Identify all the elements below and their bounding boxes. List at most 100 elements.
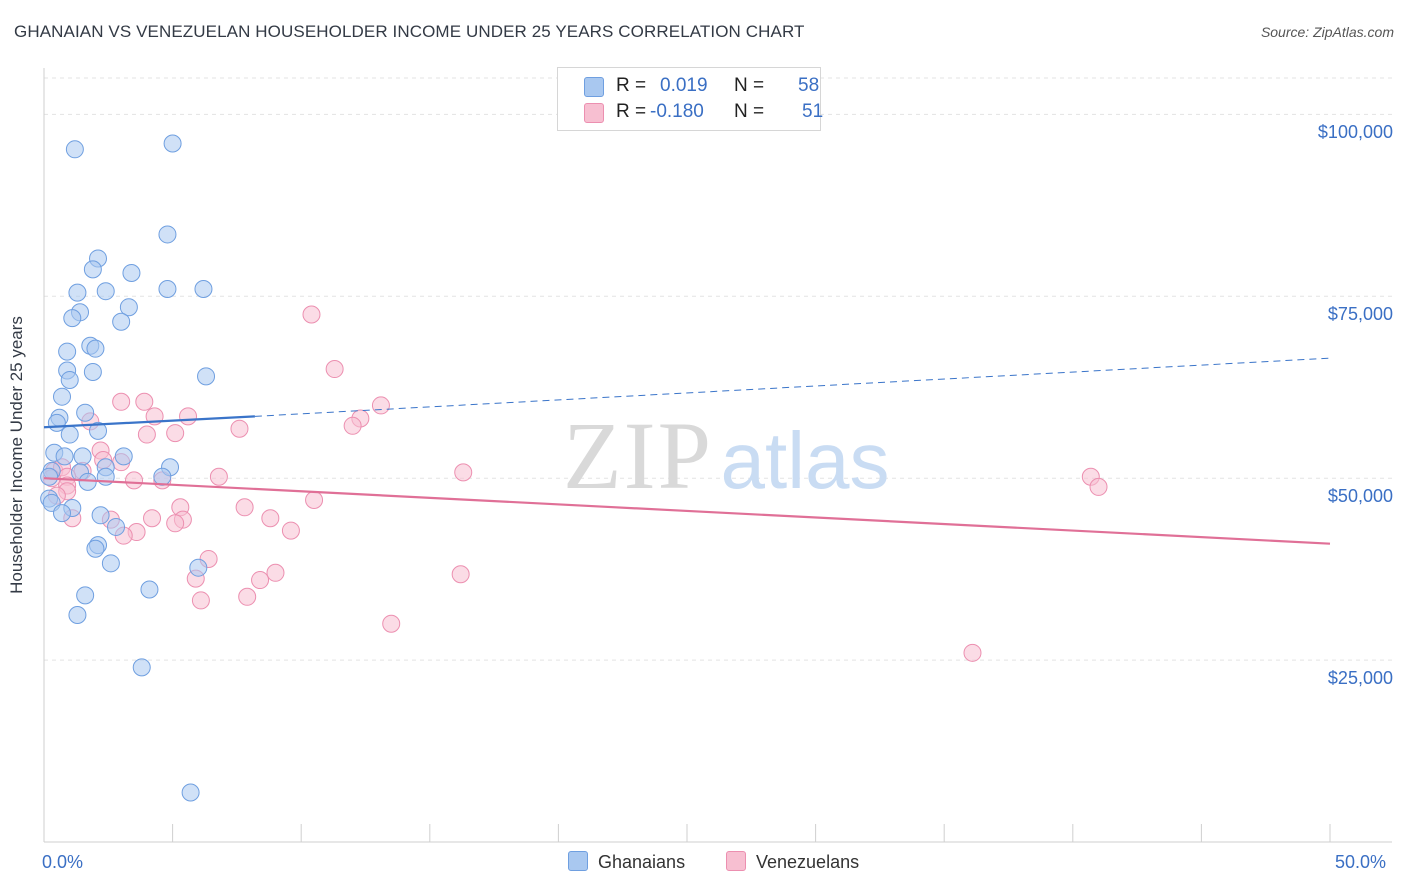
- point-ghanaians: [78, 472, 97, 491]
- chart-title: GHANAIAN VS VENEZUELAN HOUSEHOLDER INCOM…: [14, 22, 805, 41]
- trend-venezuelans: [43, 477, 1331, 545]
- grid-lines: [44, 77, 1392, 661]
- point-venezuelans: [281, 521, 300, 540]
- point-ghanaians: [55, 447, 74, 466]
- point-ghanaians: [132, 658, 151, 677]
- point-ghanaians: [194, 280, 213, 299]
- point-ghanaians: [119, 298, 138, 317]
- y-tick-label: $50,000: [1327, 486, 1393, 507]
- point-venezuelans: [251, 571, 270, 590]
- point-ghanaians: [189, 558, 208, 577]
- point-venezuelans: [371, 396, 390, 415]
- point-venezuelans: [343, 416, 362, 435]
- y-tick-label: $100,000: [1317, 122, 1393, 143]
- point-ghanaians: [40, 467, 59, 486]
- watermark: ZIP atlas: [563, 402, 889, 509]
- point-ghanaians: [76, 403, 95, 422]
- point-venezuelans: [454, 463, 473, 482]
- point-ghanaians: [76, 586, 95, 605]
- point-venezuelans: [235, 498, 254, 517]
- legend-swatch-ghanaians: [584, 77, 604, 97]
- point-venezuelans: [238, 587, 257, 606]
- point-ghanaians: [60, 370, 79, 389]
- point-ghanaians: [53, 504, 72, 523]
- watermark-atlas: atlas: [721, 416, 890, 505]
- point-ghanaians: [181, 783, 200, 802]
- trend-ghanaians-dashed: [254, 357, 1331, 417]
- point-venezuelans: [230, 419, 249, 438]
- bottom-legend-venezuelans: Venezuelans: [726, 851, 859, 873]
- point-ghanaians: [89, 421, 108, 440]
- point-venezuelans: [191, 591, 210, 610]
- point-ghanaians: [163, 134, 182, 153]
- legend-r-label: R =: [616, 75, 647, 96]
- y-tick-label: $25,000: [1327, 668, 1393, 689]
- point-venezuelans: [451, 565, 470, 584]
- point-venezuelans: [302, 305, 321, 324]
- point-venezuelans: [261, 509, 280, 528]
- point-ghanaians: [107, 517, 126, 536]
- point-venezuelans: [166, 514, 185, 533]
- y-tick-label: $75,000: [1327, 304, 1393, 325]
- point-ghanaians: [65, 140, 84, 159]
- point-ghanaians: [112, 312, 131, 331]
- point-venezuelans: [266, 563, 285, 582]
- point-ghanaians: [86, 539, 105, 558]
- point-ghanaians: [53, 387, 72, 406]
- point-venezuelans: [125, 471, 144, 490]
- bottom-legend-ghanaians: Ghanaians: [568, 851, 685, 873]
- legend-swatch-venezuelans: [584, 103, 604, 123]
- stats-legend: R = 0.019 N = 58 R = -0.180 N = 51: [557, 67, 824, 131]
- point-venezuelans: [1089, 477, 1108, 496]
- source-credit: Source: ZipAtlas.com: [1260, 24, 1394, 40]
- trend-ghanaians-solid: [43, 415, 255, 429]
- bottom-legend-label-venezuelans: Venezuelans: [756, 852, 860, 872]
- point-ghanaians: [153, 467, 172, 486]
- trend-lines: [43, 357, 1331, 545]
- point-ghanaians: [58, 342, 77, 361]
- point-ghanaians: [68, 605, 87, 624]
- point-venezuelans: [209, 467, 228, 486]
- bottom-legend-swatch-venezuelans: [726, 851, 746, 871]
- point-ghanaians: [140, 580, 159, 599]
- point-ghanaians: [96, 282, 115, 301]
- point-venezuelans: [305, 491, 324, 510]
- point-ghanaians: [86, 339, 105, 358]
- point-ghanaians: [122, 264, 141, 283]
- point-venezuelans: [382, 614, 401, 633]
- point-ghanaians: [101, 554, 120, 573]
- point-ghanaians: [60, 425, 79, 444]
- point-ghanaians: [83, 362, 102, 381]
- watermark-zip: ZIP: [563, 402, 713, 509]
- legend-r-value: -0.180: [650, 101, 704, 122]
- point-venezuelans: [963, 643, 982, 662]
- legend-n-value: 51: [802, 101, 824, 122]
- legend-n-label: N =: [734, 75, 765, 96]
- point-venezuelans: [137, 425, 156, 444]
- x-tick-min: 0.0%: [42, 852, 84, 872]
- point-venezuelans: [179, 407, 198, 426]
- legend-r-value: 0.019: [660, 75, 708, 96]
- legend-r-label: R =: [616, 101, 647, 122]
- point-ghanaians: [91, 506, 110, 525]
- point-venezuelans: [143, 509, 162, 528]
- point-venezuelans: [325, 360, 344, 379]
- axes: [43, 68, 1392, 843]
- point-ghanaians: [83, 260, 102, 279]
- point-ghanaians: [158, 225, 177, 244]
- legend-n-value: 58: [798, 75, 820, 96]
- point-ghanaians: [68, 283, 87, 302]
- point-ghanaians: [197, 367, 216, 386]
- point-ghanaians: [73, 447, 92, 466]
- point-ghanaians: [158, 280, 177, 299]
- point-venezuelans: [135, 392, 154, 411]
- point-ghanaians: [63, 309, 82, 328]
- bottom-legend-label-ghanaians: Ghanaians: [598, 852, 686, 872]
- legend-n-label: N =: [734, 101, 765, 122]
- bottom-legend-swatch-ghanaians: [568, 851, 588, 871]
- point-venezuelans: [112, 392, 131, 411]
- x-tick-max: 50.0%: [1335, 852, 1387, 872]
- point-ghanaians: [114, 447, 133, 466]
- point-venezuelans: [166, 424, 185, 443]
